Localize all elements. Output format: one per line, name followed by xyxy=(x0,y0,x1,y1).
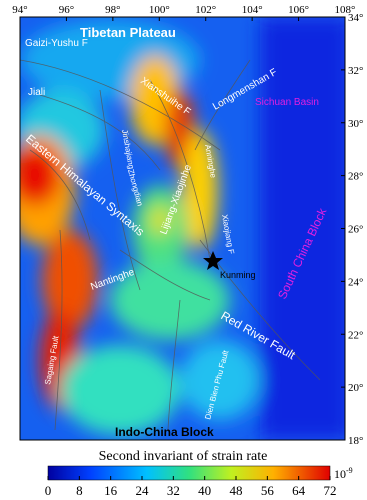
y-tick-label: 20° xyxy=(348,382,363,394)
y-tick-label: 28° xyxy=(348,171,363,183)
colorbar-tick-label: 72 xyxy=(324,483,337,498)
colorbar-tick-label: 32 xyxy=(167,483,180,498)
x-tick-label: 98° xyxy=(105,4,120,16)
colorbar-tick-label: 64 xyxy=(292,483,306,498)
region-label: Sichuan Basin xyxy=(255,97,319,108)
colorbar-title: Second invariant of strain rate xyxy=(99,449,268,464)
y-tick-label: 32° xyxy=(348,65,363,77)
y-tick-label: 30° xyxy=(348,118,363,130)
strain-field xyxy=(20,17,345,440)
y-tick-label: 26° xyxy=(348,224,363,236)
colorbar-tick-label: 8 xyxy=(76,483,83,498)
city-label: Kunming xyxy=(220,270,256,280)
x-tick-label: 96° xyxy=(59,4,74,16)
x-tick-label: 104° xyxy=(242,4,263,16)
y-tick-label: 22° xyxy=(348,329,363,341)
fault-label: Jiali xyxy=(28,87,45,98)
region-label: Indo-China Block xyxy=(115,425,214,439)
unit-exponent: -9 xyxy=(346,466,353,475)
x-tick-label: 100° xyxy=(149,4,170,16)
colorbar-tick-label: 48 xyxy=(230,483,243,498)
fault-label: Gaizi-Yushu F xyxy=(25,38,88,49)
colorbar xyxy=(47,465,331,481)
unit-base: 10 xyxy=(334,467,346,481)
x-tick-label: 94° xyxy=(12,4,27,16)
colorbar-tick-label: 56 xyxy=(261,483,275,498)
x-tick-label: 102° xyxy=(195,4,216,16)
colorbar-tick-label: 40 xyxy=(198,483,211,498)
y-tick-label: 24° xyxy=(348,276,363,288)
x-tick-label: 108° xyxy=(335,4,356,16)
colorbar-tick-label: 16 xyxy=(104,483,118,498)
colorbar-tick-label: 24 xyxy=(136,483,150,498)
colorbar-unit: 10-9 xyxy=(334,466,353,481)
region-label: Tibetan Plateau xyxy=(80,25,176,40)
y-tick-label: 34° xyxy=(348,12,363,24)
x-tick-label: 106° xyxy=(288,4,309,16)
epicenter-star xyxy=(203,251,223,270)
colorbar-tick-label: 0 xyxy=(45,483,52,498)
y-tick-label: 18° xyxy=(348,435,363,447)
